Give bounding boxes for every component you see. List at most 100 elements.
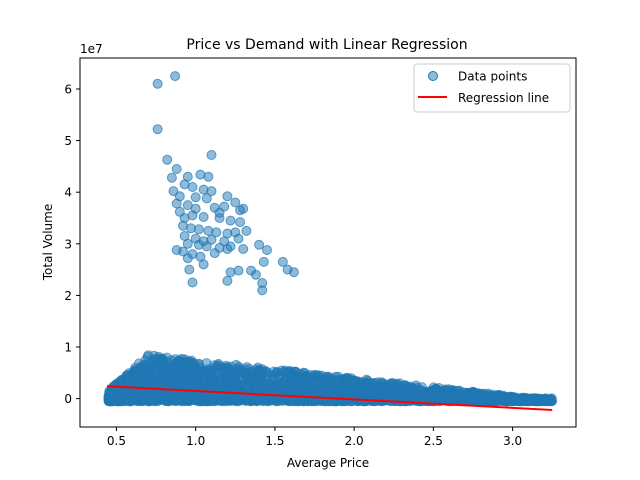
dense-data-point — [295, 381, 306, 392]
data-point — [209, 248, 220, 259]
data-point — [235, 205, 246, 216]
data-point — [171, 198, 182, 209]
dense-data-point — [221, 375, 231, 385]
dense-data-point — [127, 392, 138, 403]
dense-data-point — [280, 388, 291, 399]
x-tick-label: 0.5 — [107, 434, 126, 448]
legend-label-regression: Regression line — [458, 91, 549, 105]
dense-data-point — [239, 381, 249, 392]
legend-label-data-points: Data points — [458, 70, 527, 84]
regression-line-layer — [106, 385, 553, 411]
data-point — [203, 171, 214, 182]
dense-data-point — [231, 359, 242, 370]
dense-data-point — [332, 375, 342, 386]
data-point — [152, 124, 163, 135]
y-tick-label: 0 — [64, 392, 72, 406]
data-point — [206, 150, 217, 160]
dense-data-point — [523, 396, 534, 407]
x-tick-label: 2.0 — [345, 434, 364, 448]
data-point — [168, 186, 179, 197]
dense-data-point — [322, 378, 332, 389]
data-point — [254, 239, 265, 250]
plot-frame — [79, 57, 577, 428]
dense-data-point — [157, 370, 167, 381]
dense-data-point — [312, 386, 322, 397]
dense-data-point — [355, 381, 366, 392]
data-point — [222, 275, 233, 286]
data-point — [187, 182, 198, 192]
data-point — [201, 193, 212, 204]
dense-data-point — [489, 396, 499, 407]
data-point — [178, 246, 188, 257]
x-tick-label: 1.5 — [265, 434, 284, 448]
y-tick-label: 3 — [64, 237, 72, 251]
data-point — [211, 227, 222, 238]
dense-data-point — [540, 394, 551, 405]
data-point — [190, 192, 201, 203]
data-point — [206, 234, 217, 245]
y-tick-label: 6 — [64, 82, 72, 96]
dense-data-point — [174, 375, 185, 386]
y-axis-label: Total Volume — [41, 204, 55, 281]
data-point — [241, 225, 252, 236]
data-point — [182, 253, 193, 264]
data-point — [235, 217, 246, 228]
dense-data-point — [222, 363, 232, 374]
data-point — [198, 259, 209, 270]
data-point — [258, 256, 269, 267]
x-tick-label: 3.0 — [503, 434, 522, 448]
data-point — [184, 264, 195, 275]
y-axis-ticks: 0 1 2 3 4 5 6 — [64, 82, 80, 406]
data-point — [230, 197, 241, 208]
chart-title: Price vs Demand with Linear Regression — [186, 37, 467, 53]
data-point — [193, 239, 204, 250]
data-point — [166, 172, 177, 183]
y-tick-label: 1 — [64, 341, 72, 355]
data-point — [171, 164, 182, 174]
data-point — [193, 224, 204, 235]
data-point — [222, 244, 233, 254]
legend-marker-data-points — [428, 71, 438, 81]
dense-data-point — [378, 383, 388, 394]
data-point — [288, 267, 299, 278]
y-tick-label: 5 — [64, 134, 72, 148]
dense-data-point — [415, 396, 426, 407]
dense-data-point — [506, 395, 516, 406]
data-point — [182, 238, 193, 249]
dense-data-point — [170, 354, 181, 365]
dense-data-point — [201, 392, 212, 403]
y-tick-label: 2 — [64, 289, 72, 303]
regression-line — [106, 385, 553, 411]
dense-data-point — [181, 392, 192, 403]
legend-box — [413, 63, 571, 113]
dense-data-point — [129, 371, 140, 382]
data-point — [262, 245, 272, 255]
dense-data-point — [276, 377, 287, 388]
dense-data-point — [149, 375, 160, 386]
x-axis-ticks: 0.5 1.0 1.5 2.0 2.5 3.0 — [107, 427, 522, 448]
dense-data-point — [207, 373, 218, 384]
dense-data-point — [158, 392, 168, 403]
data-point — [222, 191, 233, 202]
x-axis-label: Average Price — [287, 456, 369, 470]
data-point — [170, 71, 181, 82]
x-tick-label: 1.0 — [186, 434, 205, 448]
data-point — [233, 265, 244, 276]
data-point — [162, 154, 173, 165]
dense-data-point — [133, 358, 144, 369]
dense-data-point — [466, 388, 477, 399]
data-point — [206, 186, 217, 197]
dense-data-point — [369, 378, 380, 389]
data-point — [187, 210, 198, 221]
y-tick-label: 4 — [64, 186, 72, 200]
dense-data-point — [213, 360, 223, 371]
dense-data-point — [254, 378, 265, 389]
dense-data-point — [145, 364, 156, 375]
y-axis-multiplier: 1e7 — [80, 42, 103, 56]
dense-data-point — [243, 393, 253, 404]
dense-data-point — [137, 393, 148, 404]
data-point — [250, 269, 261, 280]
data-point — [225, 215, 236, 226]
x-tick-label: 2.5 — [424, 434, 443, 448]
